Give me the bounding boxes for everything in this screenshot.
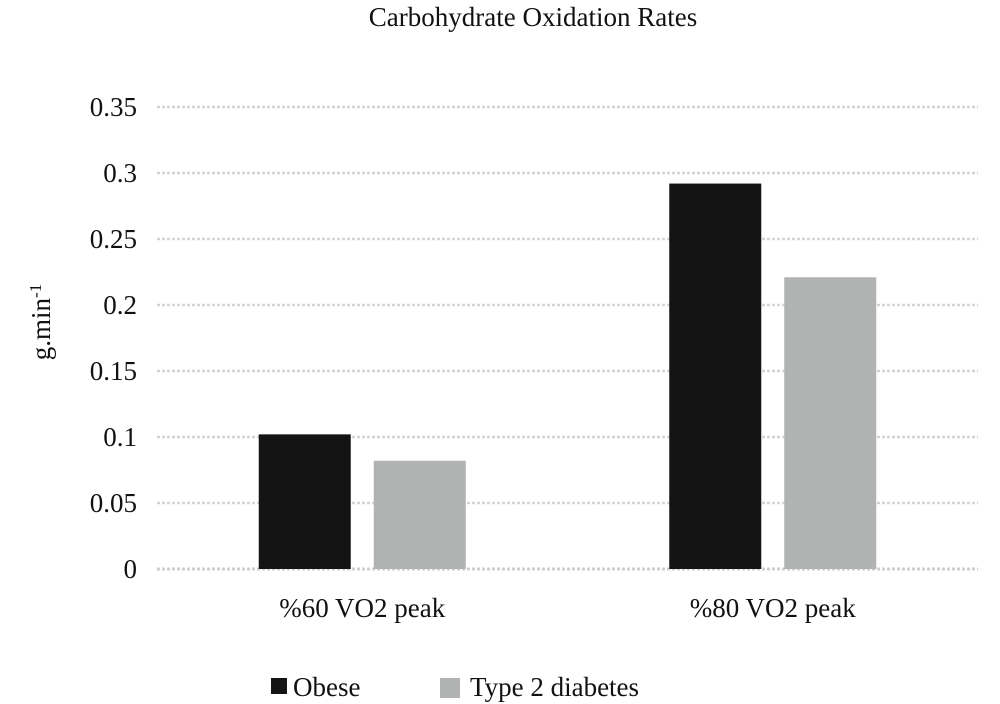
y-tick-label: 0.3 — [103, 158, 137, 188]
y-tick-label: 0.15 — [90, 356, 137, 386]
y-tick-label: 0.2 — [103, 290, 137, 320]
y-axis-title-superscript: -1 — [26, 284, 45, 298]
x-axis-categories: %60 VO2 peak %80 VO2 peak — [279, 593, 856, 623]
y-axis-ticks: 0 0.05 0.1 0.15 0.2 0.25 0.3 0.35 — [90, 92, 137, 584]
legend: Obese Type 2 diabetes — [271, 672, 639, 702]
y-tick-label: 0.05 — [90, 488, 137, 518]
legend-label-obese: Obese — [293, 672, 360, 702]
chart-title: Carbohydrate Oxidation Rates — [369, 2, 697, 32]
y-tick-label: 0 — [124, 554, 138, 584]
x-category-label: %60 VO2 peak — [279, 593, 445, 623]
bar-obese-1 — [258, 434, 351, 569]
y-axis-title: g.min-1 — [26, 284, 56, 360]
legend-swatch-type-2-diabetes — [440, 678, 460, 698]
y-tick-label: 0.1 — [103, 422, 137, 452]
bars — [258, 183, 877, 569]
legend-swatch-obese — [271, 678, 287, 694]
y-tick-label: 0.35 — [90, 92, 137, 122]
y-axis-title-text: g.min — [26, 297, 56, 360]
bar-obese-2 — [669, 183, 762, 569]
legend-label-type-2-diabetes: Type 2 diabetes — [470, 672, 639, 702]
x-category-label: %80 VO2 peak — [690, 593, 856, 623]
bar-type-2-diabetes-2 — [784, 277, 877, 569]
bar-type-2-diabetes-1 — [373, 460, 466, 569]
y-tick-label: 0.25 — [90, 224, 137, 254]
